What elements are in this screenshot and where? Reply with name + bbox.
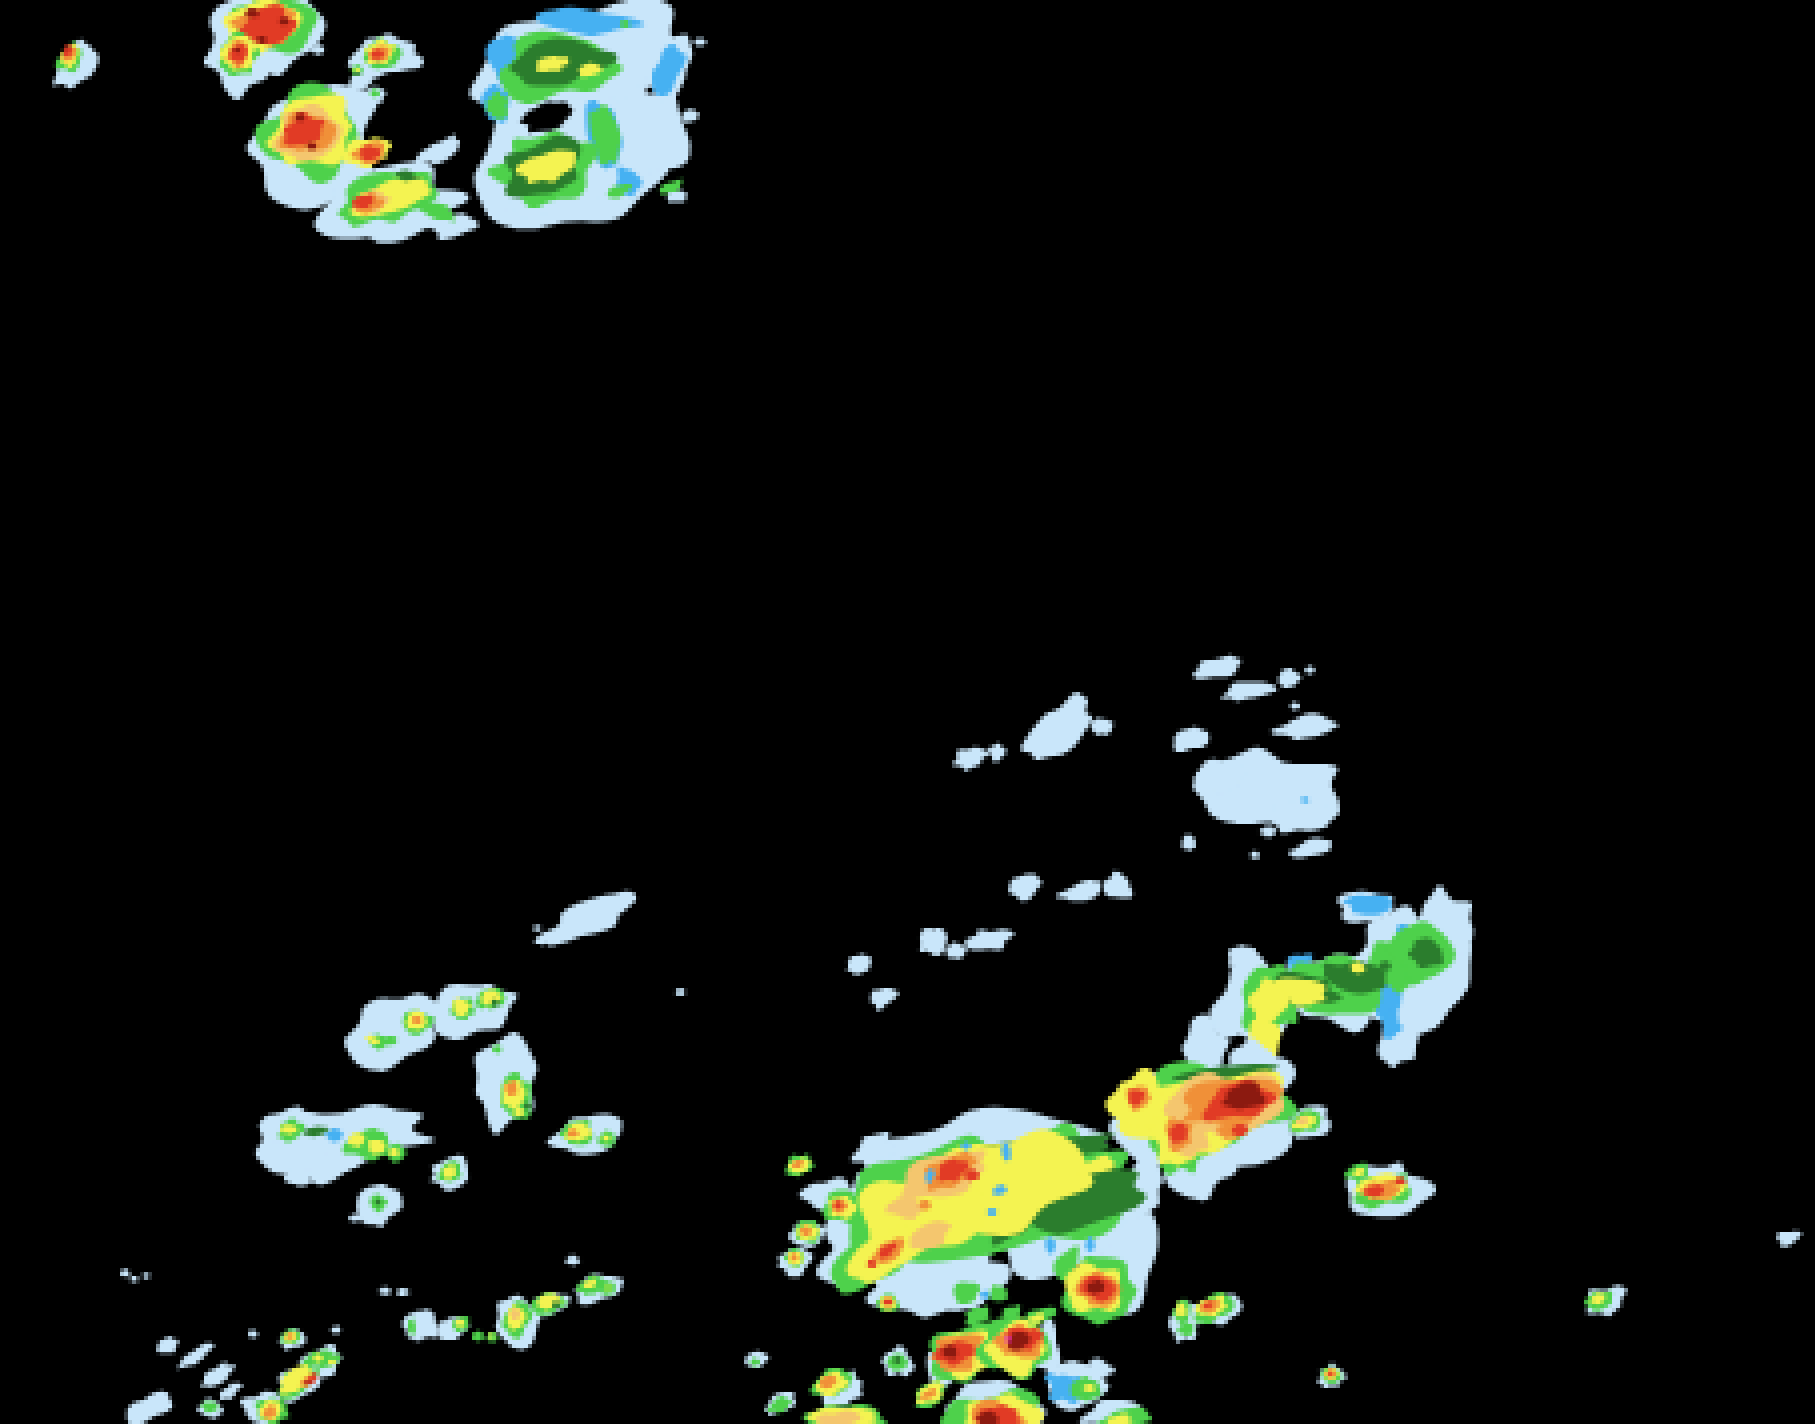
radar-precipitation-layer [0,0,1815,1424]
radar-map [0,0,1815,1424]
